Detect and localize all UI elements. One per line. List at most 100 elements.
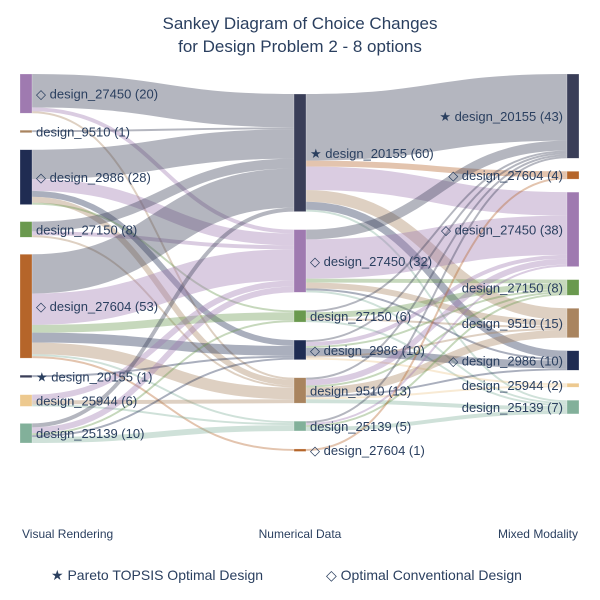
link-N_2986-to-M_9510 [305, 327, 568, 358]
node-V_25139 [19, 423, 33, 444]
stage-label-visual: Visual Rendering [22, 527, 113, 541]
link-V_27450-to-N_9510 [31, 111, 295, 380]
node-label-M_27450: ◇ design_27450 (38) [441, 222, 563, 237]
link-N_27150-to-M_27150 [305, 283, 568, 319]
node-N_27150 [293, 310, 307, 323]
link-V_25139-to-N_20155 [31, 207, 295, 428]
link-N_20155-to-M_25139 [305, 209, 568, 403]
link-V_9510-to-N_20155 [31, 127, 295, 133]
node-label-N_25139: design_25139 (5) [310, 419, 411, 434]
node-label-N_9510: design_9510 (13) [310, 383, 411, 398]
link-V_27604-to-N_27604 [31, 356, 295, 451]
link-N_9510-to-M_25944 [305, 385, 568, 400]
link-N_27150-to-M_20155 [305, 150, 568, 313]
node-label-M_27604: ◇ design_27604 (4) [448, 168, 563, 183]
link-N_2986-to-M_25944 [305, 357, 568, 386]
link-N_9510-to-M_25139 [305, 399, 568, 410]
link-V_27604-to-N_20155 [31, 168, 295, 294]
link-V_27604-to-N_27450 [31, 249, 295, 325]
node-V_25944 [19, 394, 33, 407]
node-label-N_27450: ◇ design_27450 (32) [310, 254, 432, 269]
node-label-V_27150: design_27150 (8) [36, 222, 137, 237]
link-V_27450-to-N_20155 [31, 74, 295, 128]
node-label-V_25944: design_25944 (6) [36, 394, 137, 409]
link-V_27450-to-N_27450 [31, 107, 295, 234]
node-label-V_27450: ◇ design_27450 (20) [36, 87, 158, 102]
node-label-M_20155: ★ design_20155 (43) [439, 109, 563, 124]
sankey-labels: ◇ design_27450 (20) design_9510 (1) ◇ desi… [36, 87, 563, 459]
node-V_27450 [19, 73, 33, 114]
node-label-V_2986: ◇ design_2986 (28) [36, 170, 151, 185]
link-N_9510-to-M_20155 [305, 154, 568, 380]
node-label-M_25944: design_25944 (2) [462, 378, 563, 393]
link-V_2986-to-N_2986 [31, 190, 295, 346]
node-label-N_2986: ◇ design_2986 (10) [310, 343, 425, 358]
link-N_20155-to-M_20155 [305, 74, 568, 161]
link-V_25944-to-N_9510 [31, 399, 295, 405]
link-N_20155-to-M_27604 [305, 160, 568, 178]
node-M_20155 [566, 73, 580, 159]
node-label-V_9510: design_9510 (1) [36, 124, 130, 139]
link-V_2986-to-N_27450 [31, 179, 295, 246]
node-M_27604 [566, 171, 580, 180]
node-V_27604 [19, 254, 33, 359]
node-label-V_27604: ◇ design_27604 (53) [36, 299, 158, 314]
link-N_20155-to-M_2986 [305, 201, 568, 359]
node-N_25139 [293, 420, 307, 432]
link-N_2986-to-M_27150 [305, 289, 568, 348]
node-M_9510 [566, 308, 580, 338]
node-M_27150 [566, 279, 580, 296]
node-N_27604 [293, 448, 307, 452]
legend-conventional: ◇ Optimal Conventional Design [326, 567, 522, 583]
link-V_27604-to-N_27150 [31, 312, 295, 333]
link-N_2986-to-M_27450 [305, 254, 568, 346]
link-V_27150-to-N_9510 [31, 235, 295, 388]
link-N_27450-to-M_9510 [305, 282, 568, 326]
node-N_27450 [293, 229, 307, 293]
node-N_20155 [293, 93, 307, 212]
link-N_27450-to-M_2986 [305, 288, 568, 361]
link-N_20155-to-M_9510 [305, 190, 568, 321]
node-V_9510 [19, 129, 33, 133]
node-label-N_27150: design_27150 (6) [310, 309, 411, 324]
link-N_9510-to-M_27450 [305, 258, 568, 386]
link-V_2986-to-N_20155 [31, 129, 295, 180]
node-label-M_25139: design_25139 (7) [462, 400, 563, 415]
link-N_27450-to-M_27450 [305, 215, 568, 279]
node-M_2986 [566, 350, 580, 371]
node-V_20155 [19, 374, 33, 378]
link-V_25139-to-N_2986 [31, 357, 295, 438]
node-label-V_20155: ★ design_20155 (1) [36, 369, 152, 384]
link-N_27150-to-M_9510 [305, 318, 568, 328]
node-N_2986 [293, 339, 307, 360]
link-N_9510-to-M_9510 [305, 329, 568, 396]
link-V_27604-to-N_25139 [31, 354, 295, 424]
link-V_2986-to-N_27150 [31, 202, 295, 313]
link-V_27150-to-N_27450 [31, 231, 295, 250]
link-V_2986-to-N_9510 [31, 196, 295, 386]
chart-title-line-1: Sankey Diagram of Choice Changes [163, 14, 438, 33]
link-N_9510-to-M_2986 [305, 368, 568, 398]
link-N_25139-to-M_25139 [305, 410, 568, 431]
link-N_27150-to-M_25139 [305, 320, 568, 407]
link-V_20155-to-N_2986 [31, 355, 295, 378]
node-M_25139 [566, 399, 580, 415]
node-label-N_20155: ★ design_20155 (60) [310, 146, 434, 161]
sankey-nodes [19, 73, 580, 452]
node-label-M_2986: ◇ design_2986 (10) [448, 353, 563, 368]
link-N_20155-to-M_27450 [305, 166, 568, 216]
node-V_27150 [19, 221, 33, 238]
link-N_27450-to-M_25139 [305, 290, 568, 405]
link-N_27450-to-M_20155 [305, 140, 568, 240]
link-N_25139-to-M_20155 [305, 156, 568, 424]
stage-label-mixed: Mixed Modality [498, 527, 578, 541]
node-N_9510 [293, 377, 307, 404]
node-label-M_9510: design_9510 (15) [462, 316, 563, 331]
legend-pareto: ★ Pareto TOPSIS Optimal Design [51, 567, 263, 583]
node-V_2986 [19, 149, 33, 205]
chart-title-line-2: for Design Problem 2 - 8 options [178, 37, 422, 56]
link-V_25139-to-N_27150 [31, 320, 295, 436]
link-N_25139-to-M_27150 [305, 293, 568, 428]
node-label-N_27604: ◇ design_27604 (1) [310, 443, 425, 458]
